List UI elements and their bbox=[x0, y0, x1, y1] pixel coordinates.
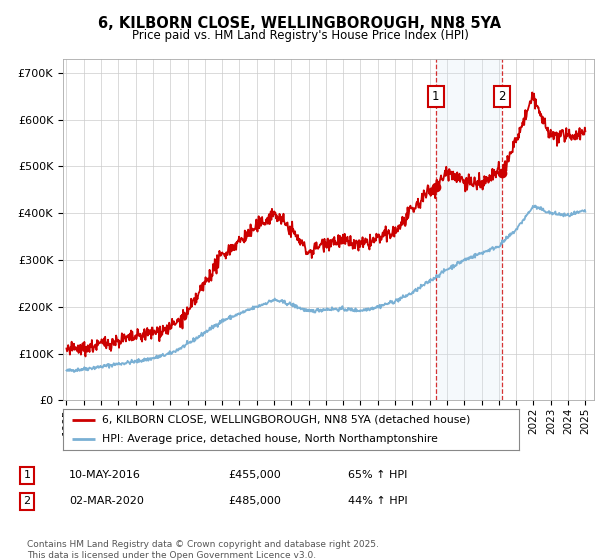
Text: 1: 1 bbox=[432, 90, 440, 102]
Text: £455,000: £455,000 bbox=[228, 470, 281, 480]
Text: 10-MAY-2016: 10-MAY-2016 bbox=[69, 470, 141, 480]
Text: Price paid vs. HM Land Registry's House Price Index (HPI): Price paid vs. HM Land Registry's House … bbox=[131, 29, 469, 42]
Text: 02-MAR-2020: 02-MAR-2020 bbox=[69, 496, 144, 506]
Text: 6, KILBORN CLOSE, WELLINGBOROUGH, NN8 5YA (detached house): 6, KILBORN CLOSE, WELLINGBOROUGH, NN8 5Y… bbox=[102, 415, 470, 425]
Text: Contains HM Land Registry data © Crown copyright and database right 2025.
This d: Contains HM Land Registry data © Crown c… bbox=[27, 540, 379, 559]
Text: 6, KILBORN CLOSE, WELLINGBOROUGH, NN8 5YA: 6, KILBORN CLOSE, WELLINGBOROUGH, NN8 5Y… bbox=[98, 16, 502, 31]
Text: £485,000: £485,000 bbox=[228, 496, 281, 506]
Text: 2: 2 bbox=[498, 90, 506, 102]
Text: 1: 1 bbox=[23, 470, 31, 480]
Text: 65% ↑ HPI: 65% ↑ HPI bbox=[348, 470, 407, 480]
Text: 44% ↑ HPI: 44% ↑ HPI bbox=[348, 496, 407, 506]
Bar bbox=[436, 59, 502, 400]
Text: 2: 2 bbox=[23, 496, 31, 506]
Text: HPI: Average price, detached house, North Northamptonshire: HPI: Average price, detached house, Nort… bbox=[102, 433, 437, 444]
